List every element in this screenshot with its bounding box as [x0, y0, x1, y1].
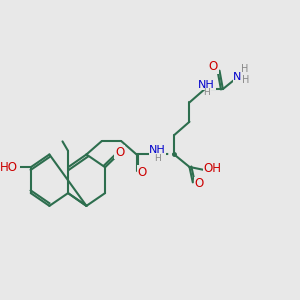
Text: OH: OH: [203, 162, 221, 175]
Text: H: H: [242, 75, 249, 85]
Text: O: O: [209, 60, 218, 73]
Text: HO: HO: [0, 161, 17, 174]
Text: NH: NH: [198, 80, 215, 90]
Text: H: H: [203, 88, 210, 97]
Text: O: O: [194, 177, 203, 190]
Text: O: O: [115, 146, 124, 159]
Text: O: O: [137, 166, 147, 179]
Text: H: H: [154, 154, 161, 163]
Text: H: H: [241, 64, 248, 74]
Text: N: N: [233, 72, 242, 82]
Text: NH: NH: [149, 145, 166, 155]
